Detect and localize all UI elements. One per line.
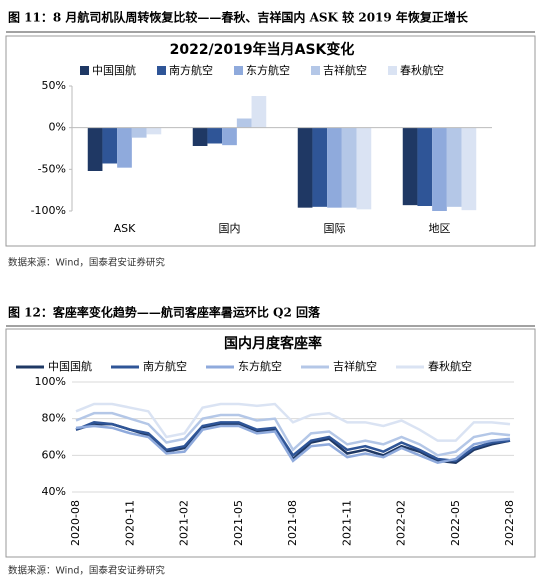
bar	[146, 127, 162, 135]
figure-caption: 图 12：客座率变化趋势——航司客座率暑运环比 Q2 回落	[8, 305, 321, 320]
bar	[117, 127, 132, 168]
bar	[207, 127, 223, 144]
legend-label: 南方航空	[143, 359, 187, 373]
legend-label: 南方航空	[169, 63, 213, 77]
y-tick-label: 100%	[35, 375, 66, 388]
series-line	[75, 402, 511, 442]
bar	[402, 127, 418, 206]
bar	[461, 127, 477, 211]
legend-swatch	[157, 66, 166, 75]
legend-swatch	[388, 66, 397, 75]
legend-label: 吉祥航空	[333, 359, 377, 373]
x-tick-label: 地区	[429, 222, 451, 235]
series-line	[75, 421, 511, 463]
bar	[446, 127, 462, 207]
chart-title: 2022/2019年当月ASK变化	[170, 41, 355, 58]
bar	[327, 127, 342, 208]
bar	[102, 127, 118, 164]
legend-label: 中国国航	[92, 63, 136, 77]
bar	[356, 127, 372, 210]
legend-swatch	[234, 66, 243, 75]
bar	[222, 127, 237, 146]
x-tick-label: 2021-05	[232, 500, 245, 546]
legend-label: 东方航空	[238, 359, 282, 373]
x-tick-label: 2021-02	[178, 500, 191, 546]
series-line	[75, 411, 511, 457]
bar	[341, 127, 357, 208]
y-tick-label: 80%	[42, 412, 66, 425]
x-tick-label: 2022-05	[449, 500, 462, 546]
bar	[432, 127, 447, 211]
figure-source: 数据来源：Wind，国泰君安证券研究	[8, 565, 165, 577]
x-tick-label: 2020-11	[123, 500, 136, 546]
figure-source: 数据来源：Wind，国泰君安证券研究	[8, 257, 165, 269]
x-tick-label: ASK	[114, 222, 137, 235]
legend-swatch	[311, 66, 320, 75]
y-tick-label: 0%	[49, 121, 66, 134]
y-tick-label: 50%	[42, 79, 66, 92]
x-tick-label: 2021-11	[340, 500, 353, 546]
x-tick-label: 国际	[324, 222, 346, 235]
bar	[417, 127, 433, 206]
bar	[312, 127, 328, 207]
legend-label: 春秋航空	[400, 63, 444, 77]
x-tick-label: 国内	[219, 221, 241, 235]
bar	[297, 127, 313, 208]
bar	[192, 127, 208, 146]
y-tick-label: 60%	[42, 448, 66, 461]
bar	[131, 127, 147, 138]
bar	[251, 96, 267, 128]
chart-title: 国内月度客座率	[224, 335, 322, 352]
y-tick-label: 40%	[42, 485, 66, 498]
legend-label: 东方航空	[246, 63, 290, 77]
bar	[87, 127, 103, 171]
y-tick-label: -50%	[38, 162, 66, 175]
x-tick-label: 2022-02	[395, 500, 408, 546]
chart-frame	[5, 328, 536, 558]
y-tick-label: -100%	[31, 204, 66, 217]
legend-label: 春秋航空	[428, 359, 472, 373]
x-tick-label: 2021-08	[286, 500, 299, 546]
legend-label: 中国国航	[48, 359, 92, 373]
figure-caption: 图 11：8 月航司机队周转恢复比较——春秋、吉祥国内 ASK 较 2019 年…	[8, 10, 469, 25]
x-tick-label: 2020-08	[69, 500, 82, 546]
x-tick-label: 2022-08	[503, 500, 516, 546]
legend-label: 吉祥航空	[323, 63, 367, 77]
bar	[236, 118, 252, 128]
legend-swatch	[80, 66, 89, 75]
chart-frame	[5, 35, 536, 247]
series-line	[75, 424, 511, 464]
